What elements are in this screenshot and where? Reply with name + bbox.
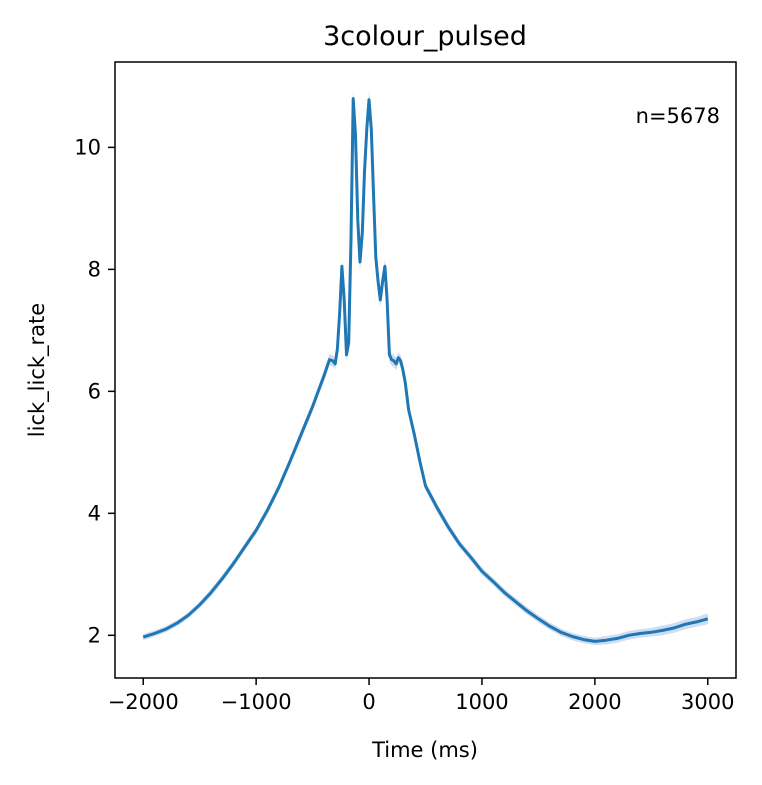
- series-line: [142, 97, 709, 643]
- y-tick-label: 2: [88, 623, 101, 647]
- x-tick-label: 0: [362, 690, 375, 714]
- y-tick-label: 4: [88, 501, 101, 525]
- x-axis-label: Time (ms): [371, 738, 478, 762]
- chart-title: 3colour_pulsed: [323, 21, 527, 52]
- y-tick-label: 8: [88, 257, 101, 281]
- axes-frame: [114, 61, 737, 679]
- y-tick-label: 10: [74, 135, 101, 159]
- x-tick-label: 1000: [455, 690, 508, 714]
- x-axis: −2000 −1000 0 1000 2000 3000: [108, 678, 734, 714]
- x-tick-label: −1000: [221, 690, 292, 714]
- confidence-band: [143, 89, 708, 646]
- y-axis: 2 4 6 8 10: [74, 135, 115, 647]
- sample-count-annotation: n=5678: [636, 104, 720, 128]
- y-tick-label: 6: [88, 379, 101, 403]
- x-tick-label: −2000: [108, 690, 179, 714]
- x-tick-label: 2000: [568, 690, 621, 714]
- x-tick-label: 3000: [681, 690, 734, 714]
- plot-area: [142, 89, 709, 646]
- y-axis-label: lick_lick_rate: [25, 303, 50, 437]
